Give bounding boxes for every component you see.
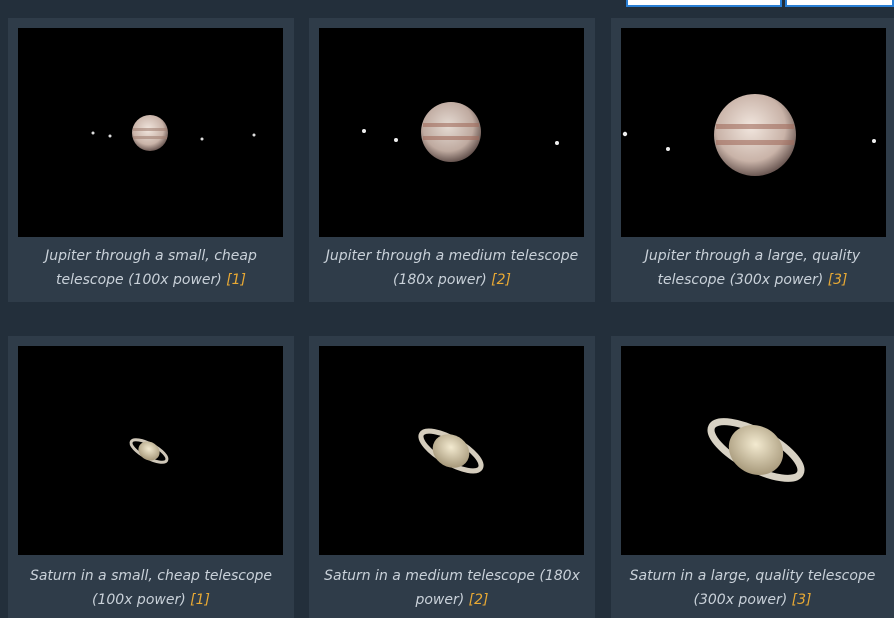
image-card: Saturn in a medium telescope (180x power… xyxy=(309,336,595,618)
image-card: Jupiter through a small, cheap telescope… xyxy=(8,18,294,302)
image-card: Jupiter through a medium telescope (180x… xyxy=(309,18,595,302)
reference-link[interactable]: [3] xyxy=(792,592,812,608)
caption-text: Saturn in a small, cheap telescope (100x… xyxy=(30,568,272,608)
top-box xyxy=(626,0,782,7)
image-card: Saturn in a small, cheap telescope (100x… xyxy=(8,336,294,618)
caption-text: Saturn in a medium telescope (180x power… xyxy=(324,568,580,608)
caption: Saturn in a small, cheap telescope (100x… xyxy=(16,564,286,612)
reference-link[interactable]: [1] xyxy=(226,272,246,288)
caption: Jupiter through a medium telescope (180x… xyxy=(317,244,587,292)
caption: Saturn in a medium telescope (180x power… xyxy=(317,564,587,612)
image-card: Jupiter through a large, quality telesco… xyxy=(611,18,894,302)
caption-text: Saturn in a large, quality telescope (30… xyxy=(630,568,876,608)
top-box xyxy=(785,0,894,7)
caption: Jupiter through a small, cheap telescope… xyxy=(16,244,286,292)
reference-link[interactable]: [3] xyxy=(828,272,848,288)
caption: Saturn in a large, quality telescope (30… xyxy=(619,564,886,612)
photo xyxy=(319,346,584,555)
photo xyxy=(18,28,283,237)
reference-link[interactable]: [2] xyxy=(469,592,489,608)
caption-text: Jupiter through a medium telescope (180x… xyxy=(326,248,579,288)
photo xyxy=(621,28,886,237)
page: Jupiter through a small, cheap telescope… xyxy=(0,0,894,618)
caption: Jupiter through a large, quality telesco… xyxy=(619,244,886,292)
reference-link[interactable]: [2] xyxy=(491,272,511,288)
reference-link[interactable]: [1] xyxy=(190,592,210,608)
photo xyxy=(621,346,886,555)
photo xyxy=(18,346,283,555)
image-card: Saturn in a large, quality telescope (30… xyxy=(611,336,894,618)
photo xyxy=(319,28,584,237)
